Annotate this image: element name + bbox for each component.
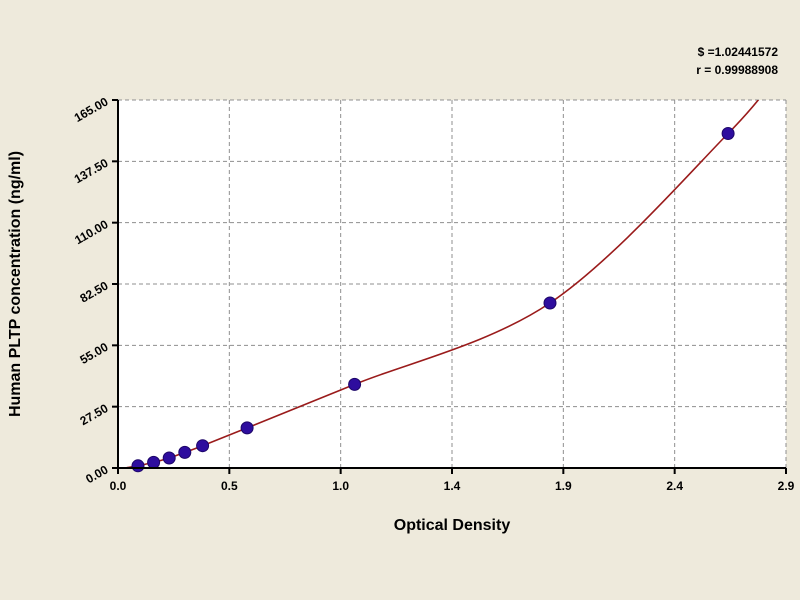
annotation-r-value: r = 0.99988908 <box>696 63 778 77</box>
x-tick-label: 0.0 <box>110 479 127 493</box>
x-tick-label: 0.5 <box>221 479 238 493</box>
x-tick-label: 1.0 <box>332 479 349 493</box>
data-point-marker <box>721 127 735 140</box>
data-point-marker <box>162 451 176 465</box>
data-point-marker <box>178 445 192 459</box>
data-point-marker <box>543 296 557 310</box>
data-point-marker <box>147 455 161 469</box>
y-tick-label: 165.00 <box>72 94 111 125</box>
y-tick-label: 137.50 <box>72 156 111 187</box>
x-tick-label: 1.9 <box>555 479 572 493</box>
data-point-marker <box>196 439 210 453</box>
x-tick-label: 2.9 <box>778 479 795 493</box>
data-point-marker <box>240 421 254 435</box>
gridlines <box>118 99 787 468</box>
y-tick-label: 55.00 <box>77 340 110 367</box>
y-tick-label: 27.50 <box>77 401 110 428</box>
annotation-s-value: $ =1.02441572 <box>698 45 779 59</box>
y-tick-label: 0.00 <box>83 462 111 486</box>
data-point-marker <box>131 459 145 473</box>
y-tick-label: 110.00 <box>72 217 110 247</box>
x-tick-label: 1.4 <box>444 479 461 493</box>
y-tick-label: 82.50 <box>77 278 110 305</box>
y-axis-title: Human PLTP concentration (ng/ml) <box>7 151 24 417</box>
x-axis-title: Optical Density <box>394 517 511 534</box>
x-tick-label: 2.4 <box>666 479 683 493</box>
data-point-marker <box>348 377 362 391</box>
tick-marks <box>112 99 787 474</box>
